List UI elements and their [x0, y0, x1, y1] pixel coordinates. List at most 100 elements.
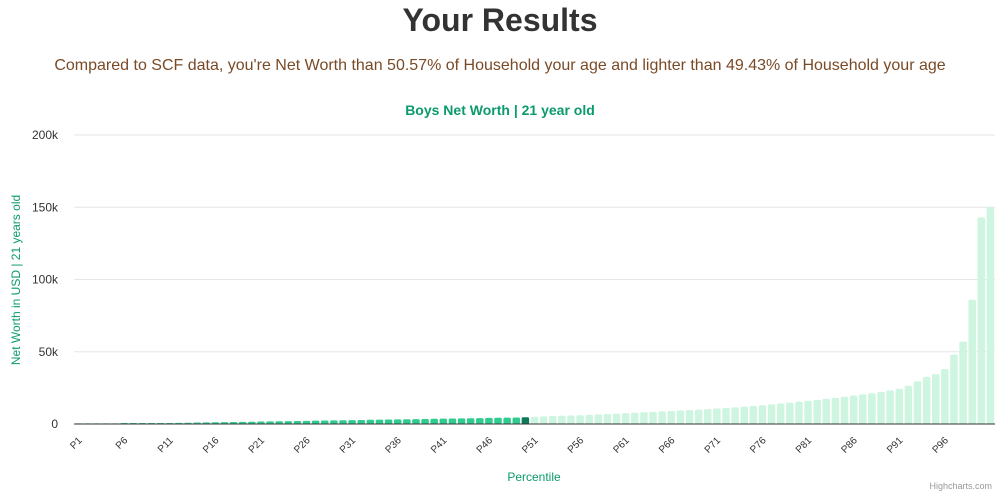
bar[interactable] [640, 412, 648, 424]
bar[interactable] [439, 418, 448, 424]
bar[interactable] [977, 217, 986, 424]
x-tick-label: P41 [429, 435, 450, 456]
bar[interactable] [311, 420, 320, 424]
bar[interactable] [302, 420, 311, 424]
bar[interactable] [457, 418, 466, 424]
bar[interactable] [749, 405, 758, 424]
bar[interactable] [485, 417, 493, 424]
bar[interactable] [567, 415, 575, 424]
bar[interactable] [913, 381, 922, 424]
bar[interactable] [238, 421, 247, 424]
bar[interactable] [631, 412, 639, 424]
bar[interactable] [284, 421, 293, 424]
bar[interactable] [758, 405, 767, 424]
bar[interactable] [731, 407, 739, 424]
page-title: Your Results [402, 2, 598, 38]
bar[interactable] [895, 388, 903, 424]
bar[interactable] [704, 409, 712, 424]
bar[interactable] [713, 408, 721, 424]
bar[interactable] [931, 374, 940, 424]
bar[interactable] [412, 419, 420, 424]
bar[interactable] [621, 413, 630, 424]
bar[interactable] [676, 410, 685, 424]
bar[interactable] [667, 411, 676, 424]
bar[interactable] [840, 396, 849, 424]
bar-highlight[interactable] [521, 417, 530, 424]
bar[interactable] [357, 419, 365, 424]
bar[interactable] [339, 420, 347, 424]
bar[interactable] [549, 416, 557, 424]
bar[interactable] [403, 419, 411, 424]
bar[interactable] [384, 419, 393, 424]
bar[interactable] [503, 417, 511, 424]
bar[interactable] [348, 420, 356, 424]
bar[interactable] [776, 403, 785, 424]
grid-lines [74, 134, 995, 353]
bar[interactable] [904, 385, 913, 424]
y-tick-label: 150k [32, 200, 59, 214]
bar[interactable] [229, 421, 238, 424]
bar[interactable] [476, 418, 484, 424]
bar[interactable] [576, 415, 584, 424]
x-tick-label: P16 [201, 435, 222, 456]
bar[interactable] [275, 421, 283, 424]
bar[interactable] [740, 406, 748, 424]
bar[interactable] [831, 397, 840, 424]
bar[interactable] [886, 390, 894, 424]
bar[interactable] [494, 417, 502, 424]
y-tick-label: 200k [32, 128, 59, 142]
x-tick-label: P36 [383, 435, 404, 456]
x-tick-label: P51 [520, 435, 541, 456]
x-tick-label: P71 [703, 435, 724, 456]
y-tick-label: 50k [39, 345, 59, 359]
x-axis-title: Percentile [507, 470, 561, 484]
y-axis-ticks: 0 50k 100k 150k 200k [32, 128, 59, 431]
x-tick-label: P76 [748, 435, 769, 456]
bar[interactable] [603, 414, 612, 424]
bar[interactable] [868, 393, 876, 424]
bar[interactable] [421, 418, 429, 424]
bar[interactable] [393, 419, 402, 424]
bar[interactable] [266, 421, 274, 424]
bar[interactable] [375, 419, 384, 424]
bar[interactable] [612, 413, 621, 424]
bar[interactable] [767, 404, 776, 424]
bar[interactable] [941, 369, 949, 424]
x-tick-label: P21 [247, 435, 268, 456]
bar[interactable] [448, 418, 457, 424]
y-tick-label: 0 [51, 417, 58, 431]
bar[interactable] [694, 409, 703, 424]
bar[interactable] [813, 399, 821, 424]
bar[interactable] [795, 401, 803, 424]
bar[interactable] [849, 395, 858, 424]
bar[interactable] [986, 207, 995, 424]
bar[interactable] [293, 420, 302, 424]
bar[interactable] [968, 299, 976, 424]
bar[interactable] [594, 414, 603, 424]
bar[interactable] [330, 420, 338, 424]
bar[interactable] [649, 411, 657, 424]
bar[interactable] [512, 417, 520, 425]
bar[interactable] [585, 414, 593, 424]
bar[interactable] [530, 416, 539, 424]
bar[interactable] [248, 421, 256, 424]
bar[interactable] [321, 420, 329, 424]
bar[interactable] [877, 391, 885, 424]
bar[interactable] [658, 411, 666, 424]
bar[interactable] [257, 421, 265, 424]
bar[interactable] [722, 407, 730, 424]
bar[interactable] [804, 400, 812, 424]
bar[interactable] [539, 416, 548, 424]
bar[interactable] [822, 398, 831, 424]
bar[interactable] [922, 377, 931, 424]
x-tick-label: P96 [931, 435, 952, 456]
bar[interactable] [685, 410, 694, 424]
bar[interactable] [959, 341, 967, 424]
bar[interactable] [950, 354, 958, 424]
bar[interactable] [466, 418, 475, 424]
bar[interactable] [430, 418, 438, 424]
bar[interactable] [558, 415, 566, 424]
bar[interactable] [366, 419, 375, 424]
bar[interactable] [859, 394, 867, 424]
bar[interactable] [786, 402, 794, 424]
